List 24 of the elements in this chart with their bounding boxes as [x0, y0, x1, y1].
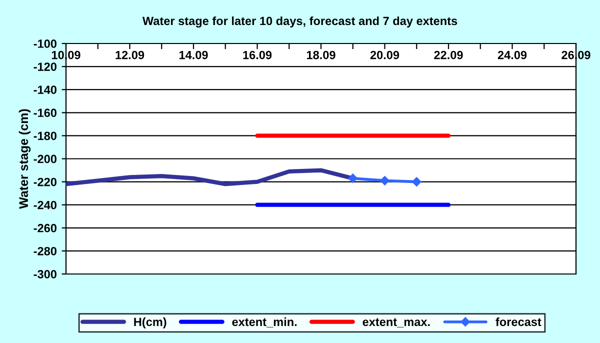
- y-tick-label: -120: [34, 62, 56, 71]
- legend-label: H(cm): [134, 317, 166, 328]
- x-tick-label: 16.09: [243, 50, 272, 60]
- y-tick-label: -160: [34, 108, 56, 118]
- x-tick-label: 20.09: [370, 50, 400, 60]
- y-tick-label: -300: [34, 270, 56, 278]
- y-tick-label: -280: [34, 246, 56, 256]
- y-tick-label: -220: [34, 178, 56, 186]
- y-tick-label: -180: [34, 132, 56, 140]
- chart-title: Water stage for later 10 days, forecast and 7 day extents: [142, 16, 458, 28]
- x-tick-label: 12.09: [116, 50, 144, 60]
- legend-label: forecast: [496, 317, 542, 326]
- y-axis-title: Water stage (cm): [18, 109, 31, 209]
- y-tick-label: -260: [34, 224, 56, 232]
- x-tick-label: 14.09: [179, 50, 208, 60]
- y-tick-label: -100: [34, 40, 56, 48]
- legend-label: extent_max.: [362, 318, 430, 328]
- x-tick-label: 18.09: [306, 50, 336, 60]
- x-tick-label: 22.09: [434, 50, 463, 60]
- y-tick-label: -140: [34, 86, 56, 94]
- legend-label: extent_min.: [232, 317, 297, 328]
- x-tick-label: 24.09: [498, 50, 527, 60]
- y-tick-label: -200: [34, 154, 56, 164]
- y-tick-label: -240: [34, 200, 56, 210]
